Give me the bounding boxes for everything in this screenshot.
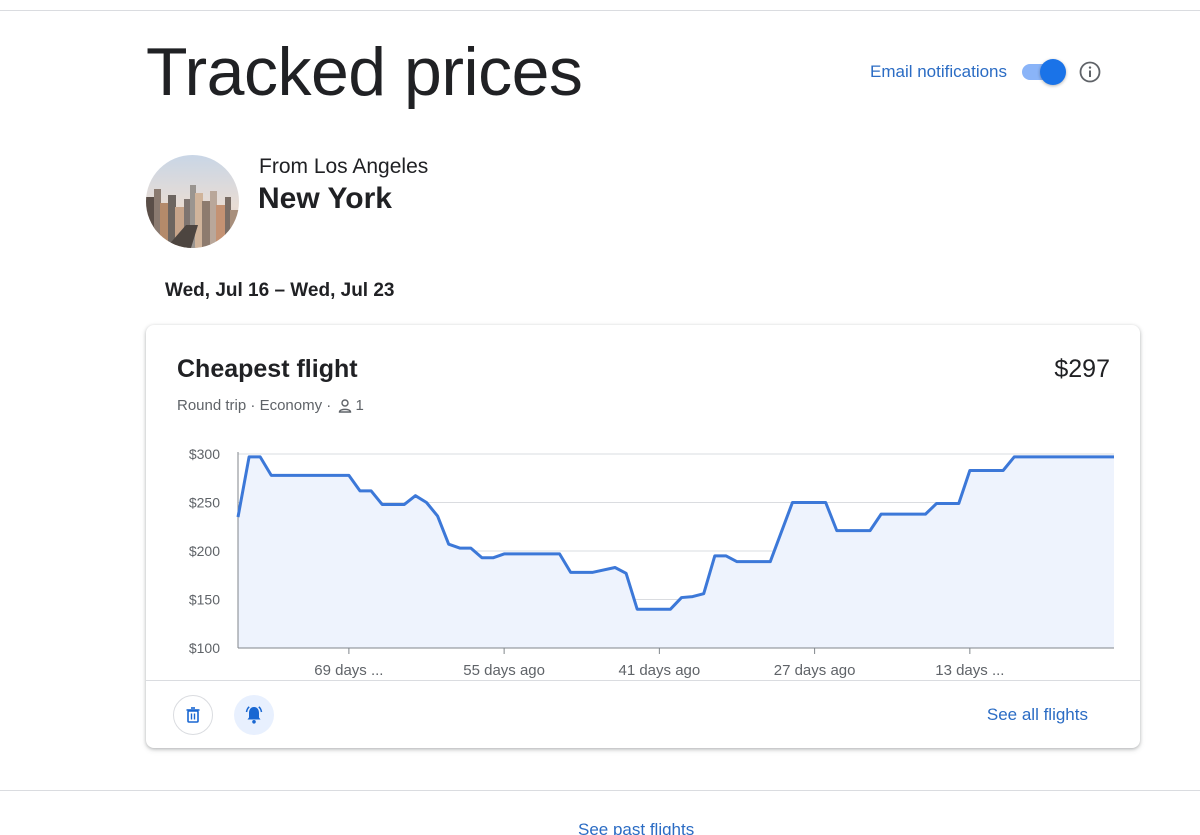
trash-icon <box>186 707 200 723</box>
card-divider <box>146 680 1140 681</box>
person-icon <box>339 398 352 413</box>
email-notifications-toggle[interactable] <box>1020 58 1068 86</box>
price-area <box>238 456 1114 648</box>
destination-image <box>146 155 239 248</box>
toggle-knob <box>1040 59 1067 85</box>
card-price: $297 <box>1054 355 1110 383</box>
passenger-count: 1 <box>355 397 364 414</box>
cheapest-flight-card: Cheapest flight $297 Round trip · Econom… <box>146 325 1140 748</box>
meta-separator: · <box>246 397 260 414</box>
delete-button[interactable] <box>173 695 213 735</box>
see-past-flights-link[interactable]: See past flights <box>578 820 695 835</box>
page-title: Tracked prices <box>146 34 583 110</box>
x-tick-label: 55 days ago <box>463 662 545 679</box>
y-tick-label: $300 <box>189 446 220 462</box>
y-tick-label: $100 <box>189 640 220 656</box>
x-tick-label: 41 days ago <box>618 662 700 679</box>
y-tick-label: $200 <box>189 543 220 559</box>
email-notifications-label[interactable]: Email notifications <box>870 62 1008 81</box>
destination-label: New York <box>258 182 392 215</box>
trip-details: Round trip · Economy · 1 <box>177 397 364 414</box>
trip-dates: Wed, Jul 16 – Wed, Jul 23 <box>165 280 395 301</box>
see-all-flights-link[interactable]: See all flights <box>986 705 1088 724</box>
y-tick-label: $250 <box>189 495 220 511</box>
card-title: Cheapest flight <box>177 355 358 383</box>
x-tick-label: 27 days ago <box>774 662 856 679</box>
price-line <box>236 455 1114 611</box>
origin-label: From Los Angeles <box>259 155 429 178</box>
meta-separator: · <box>322 397 336 414</box>
info-icon[interactable] <box>1078 60 1102 84</box>
bell-icon <box>245 706 263 724</box>
top-divider <box>0 10 1200 11</box>
y-tick-label: $150 <box>189 592 220 608</box>
cabin-class: Economy <box>259 397 323 414</box>
price-history-chart: $100 $150 $200 $250 $300 69 days ... 55 days a… <box>189 446 1114 679</box>
x-tick-label: 69 days ... <box>314 662 383 679</box>
x-tick-label: 13 days ... <box>935 662 1004 679</box>
email-notifications: Email notifications <box>870 58 1102 86</box>
bottom-divider <box>0 790 1200 791</box>
trip-type: Round trip <box>177 397 247 414</box>
price-alert-button[interactable] <box>234 695 274 735</box>
